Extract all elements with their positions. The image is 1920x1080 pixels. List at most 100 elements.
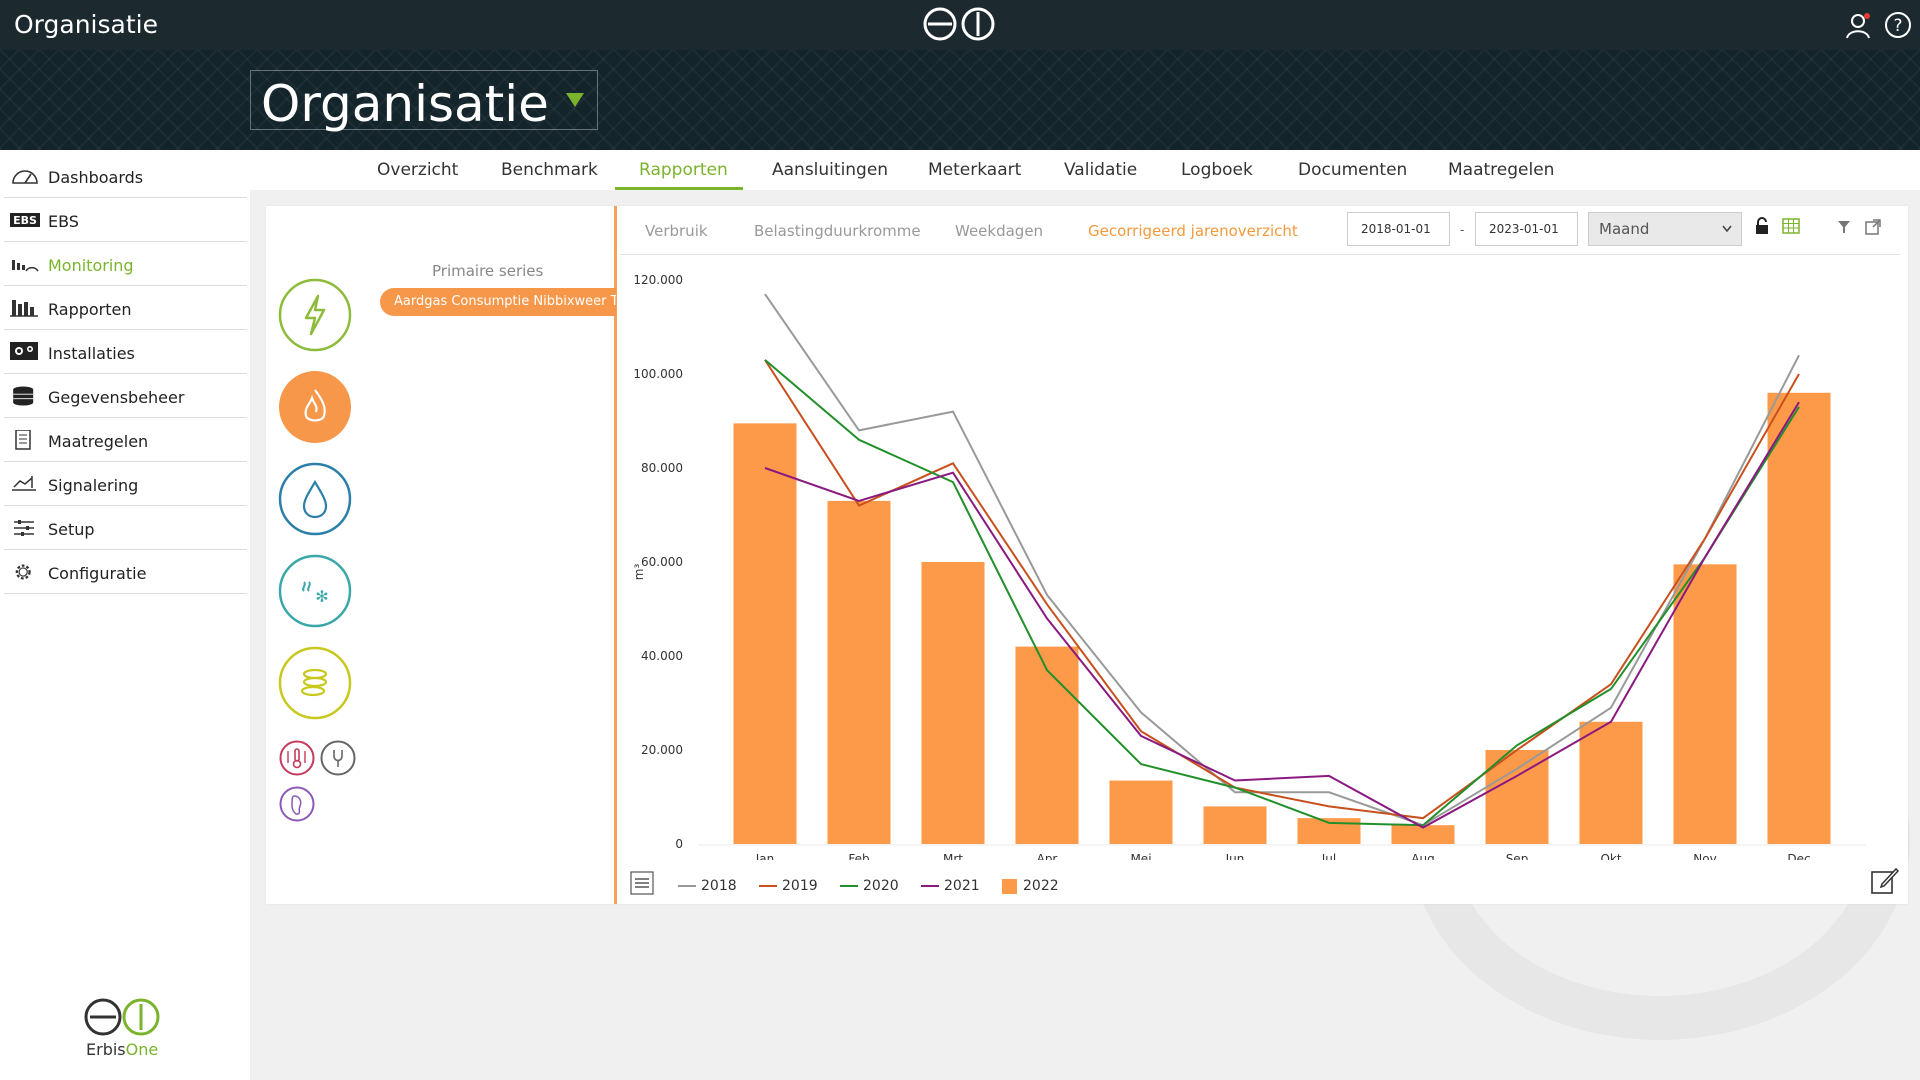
legend-swatch — [678, 885, 696, 887]
line-series-2021[interactable] — [764, 401, 1800, 829]
bar-2022-Jun[interactable] — [1203, 806, 1267, 844]
sidebar-item-maatregelen[interactable]: Maatregelen — [4, 418, 247, 462]
gear-icon — [15, 564, 31, 580]
main-tabs: Overzicht Benchmark Rapporten Aansluitin… — [250, 150, 1920, 190]
tab-aansluitingen[interactable]: Aansluitingen — [772, 160, 889, 180]
date-to-input[interactable] — [1475, 212, 1578, 246]
bar-2022-Nov[interactable] — [1673, 564, 1737, 844]
sidebar-item-monitoring[interactable]: Monitoring — [4, 242, 247, 286]
legend-label: 2021 — [944, 878, 980, 894]
edit-icon[interactable] — [1870, 866, 1900, 896]
tab-documenten[interactable]: Documenten — [1298, 160, 1408, 180]
bar-2022-Okt[interactable] — [1579, 721, 1643, 844]
line-series-2019[interactable] — [764, 359, 1800, 820]
bar-2022-Dec[interactable] — [1767, 392, 1831, 844]
series-chip-aardgas[interactable]: Aardgas Consumptie Nibbixweer Totaal — [380, 288, 616, 316]
x-tick-label: Feb — [848, 852, 869, 860]
line-series-2018[interactable] — [764, 293, 1800, 827]
sensor-icon[interactable] — [320, 740, 356, 776]
legend-item-2021[interactable]: 2021 — [921, 878, 980, 894]
water-drop-icon[interactable] — [278, 462, 352, 536]
sidebar-item-label: Signalering — [48, 476, 139, 495]
installations-icon — [10, 342, 38, 360]
sidebar-item-installaties[interactable]: Installaties — [4, 330, 247, 374]
sidebar-item-gegevensbeheer[interactable]: Gegevensbeheer — [4, 374, 247, 418]
sidebar-item-label: Gegevensbeheer — [48, 388, 185, 407]
heat-cold-icon[interactable]: ✻ — [278, 554, 352, 628]
organisation-selector[interactable]: Organisatie — [250, 70, 598, 133]
electricity-icon[interactable] — [278, 278, 352, 352]
legend-swatch — [1002, 878, 1017, 894]
help-icon[interactable]: ? — [1884, 11, 1912, 39]
sidebar-item-configuratie[interactable]: Configuratie — [4, 550, 247, 594]
tab-logboek[interactable]: Logboek — [1181, 160, 1253, 180]
chart-menu-icon[interactable] — [630, 871, 654, 895]
bars-2022 — [733, 392, 1831, 844]
subtab-gecorrigeerd-jarenoverzicht[interactable]: Gecorrigeerd jarenoverzicht — [1088, 222, 1298, 240]
table-view-icon[interactable] — [1782, 218, 1800, 234]
brand-name-part1: Erbis — [86, 1040, 126, 1059]
sidebar-item-label: Setup — [48, 520, 95, 539]
sidebar: Dashboards EBS EBS Monitoring Rapporten … — [0, 150, 250, 1080]
y-tick-label: 120.000 — [633, 273, 683, 287]
bar-2022-Jan[interactable] — [733, 423, 797, 844]
period-select-value: Maand — [1599, 220, 1650, 238]
chevron-down-icon — [1722, 225, 1732, 233]
tab-benchmark[interactable]: Benchmark — [501, 160, 598, 180]
filter-icon[interactable] — [1837, 220, 1851, 234]
sidebar-item-dashboards[interactable]: Dashboards — [4, 154, 247, 198]
lock-icon[interactable] — [1754, 217, 1770, 235]
export-icon[interactable] — [1865, 219, 1881, 235]
sidebar-item-rapporten[interactable]: Rapporten — [4, 286, 247, 330]
sidebar-item-label: Installaties — [48, 344, 135, 363]
sidebar-item-signalering[interactable]: Signalering — [4, 462, 247, 506]
subtab-verbruik[interactable]: Verbruik — [645, 222, 708, 240]
bar-chart-icon — [10, 300, 38, 317]
database-icon — [13, 386, 34, 406]
sidebar-item-label: Maatregelen — [48, 432, 149, 451]
subtab-belastingduurkromme[interactable]: Belastingduurkromme — [754, 222, 921, 240]
bar-2022-Aug[interactable] — [1391, 825, 1455, 844]
line-series-2020[interactable] — [764, 359, 1800, 827]
tab-meterkaart[interactable]: Meterkaart — [928, 160, 1022, 180]
caret-down-icon[interactable] — [564, 91, 586, 109]
x-tick-label: Dec — [1787, 852, 1810, 860]
gas-flame-icon[interactable] — [278, 370, 352, 444]
bar-2022-Apr[interactable] — [1015, 646, 1079, 844]
bar-2022-Feb[interactable] — [827, 500, 891, 844]
bar-2022-Mei[interactable] — [1109, 780, 1173, 844]
subtab-weekdagen[interactable]: Weekdagen — [955, 222, 1044, 240]
erbisone-logo-icon — [923, 7, 995, 41]
tab-maatregelen[interactable]: Maatregelen — [1448, 160, 1555, 180]
sliders-icon — [14, 520, 34, 536]
legend-item-2020[interactable]: 2020 — [840, 878, 899, 894]
y-axis: 0 20.000 40.000 60.000 80.000 100.000 120.000 — [633, 273, 683, 851]
tab-rapporten[interactable]: Rapporten — [639, 160, 728, 180]
x-tick-label: Jul — [1321, 852, 1336, 860]
footprint-icon[interactable] — [279, 786, 315, 822]
coins-icon[interactable] — [278, 646, 352, 720]
bar-2022-Mrt[interactable] — [921, 562, 985, 844]
sidebar-item-label: Rapporten — [48, 300, 132, 319]
legend-item-2018[interactable]: 2018 — [678, 878, 737, 894]
tab-overzicht[interactable]: Overzicht — [377, 160, 459, 180]
legend-item-2019[interactable]: 2019 — [759, 878, 818, 894]
monitoring-icon — [12, 260, 39, 272]
checklist-icon — [15, 430, 31, 450]
sidebar-item-label: EBS — [48, 212, 79, 231]
sidebar-item-ebs[interactable]: EBS EBS — [4, 198, 247, 242]
active-tab-indicator — [615, 187, 743, 190]
svg-text:✻: ✻ — [315, 587, 328, 606]
temperature-icon[interactable] — [279, 740, 315, 776]
legend-item-2022[interactable]: 2022 — [1002, 878, 1059, 894]
tab-validatie[interactable]: Validatie — [1064, 160, 1138, 180]
date-from-input[interactable] — [1347, 212, 1450, 246]
x-tick-label: Jun — [1225, 852, 1245, 860]
y-tick-label: 20.000 — [641, 743, 683, 757]
period-select[interactable]: Maand — [1588, 212, 1742, 246]
sidebar-item-setup[interactable]: Setup — [4, 506, 247, 550]
top-bar: Organisatie ? — [0, 0, 1920, 50]
user-icon[interactable] — [1845, 12, 1873, 40]
primary-series-title: Primaire series — [432, 262, 544, 280]
x-tick-label: Sep — [1506, 852, 1529, 860]
